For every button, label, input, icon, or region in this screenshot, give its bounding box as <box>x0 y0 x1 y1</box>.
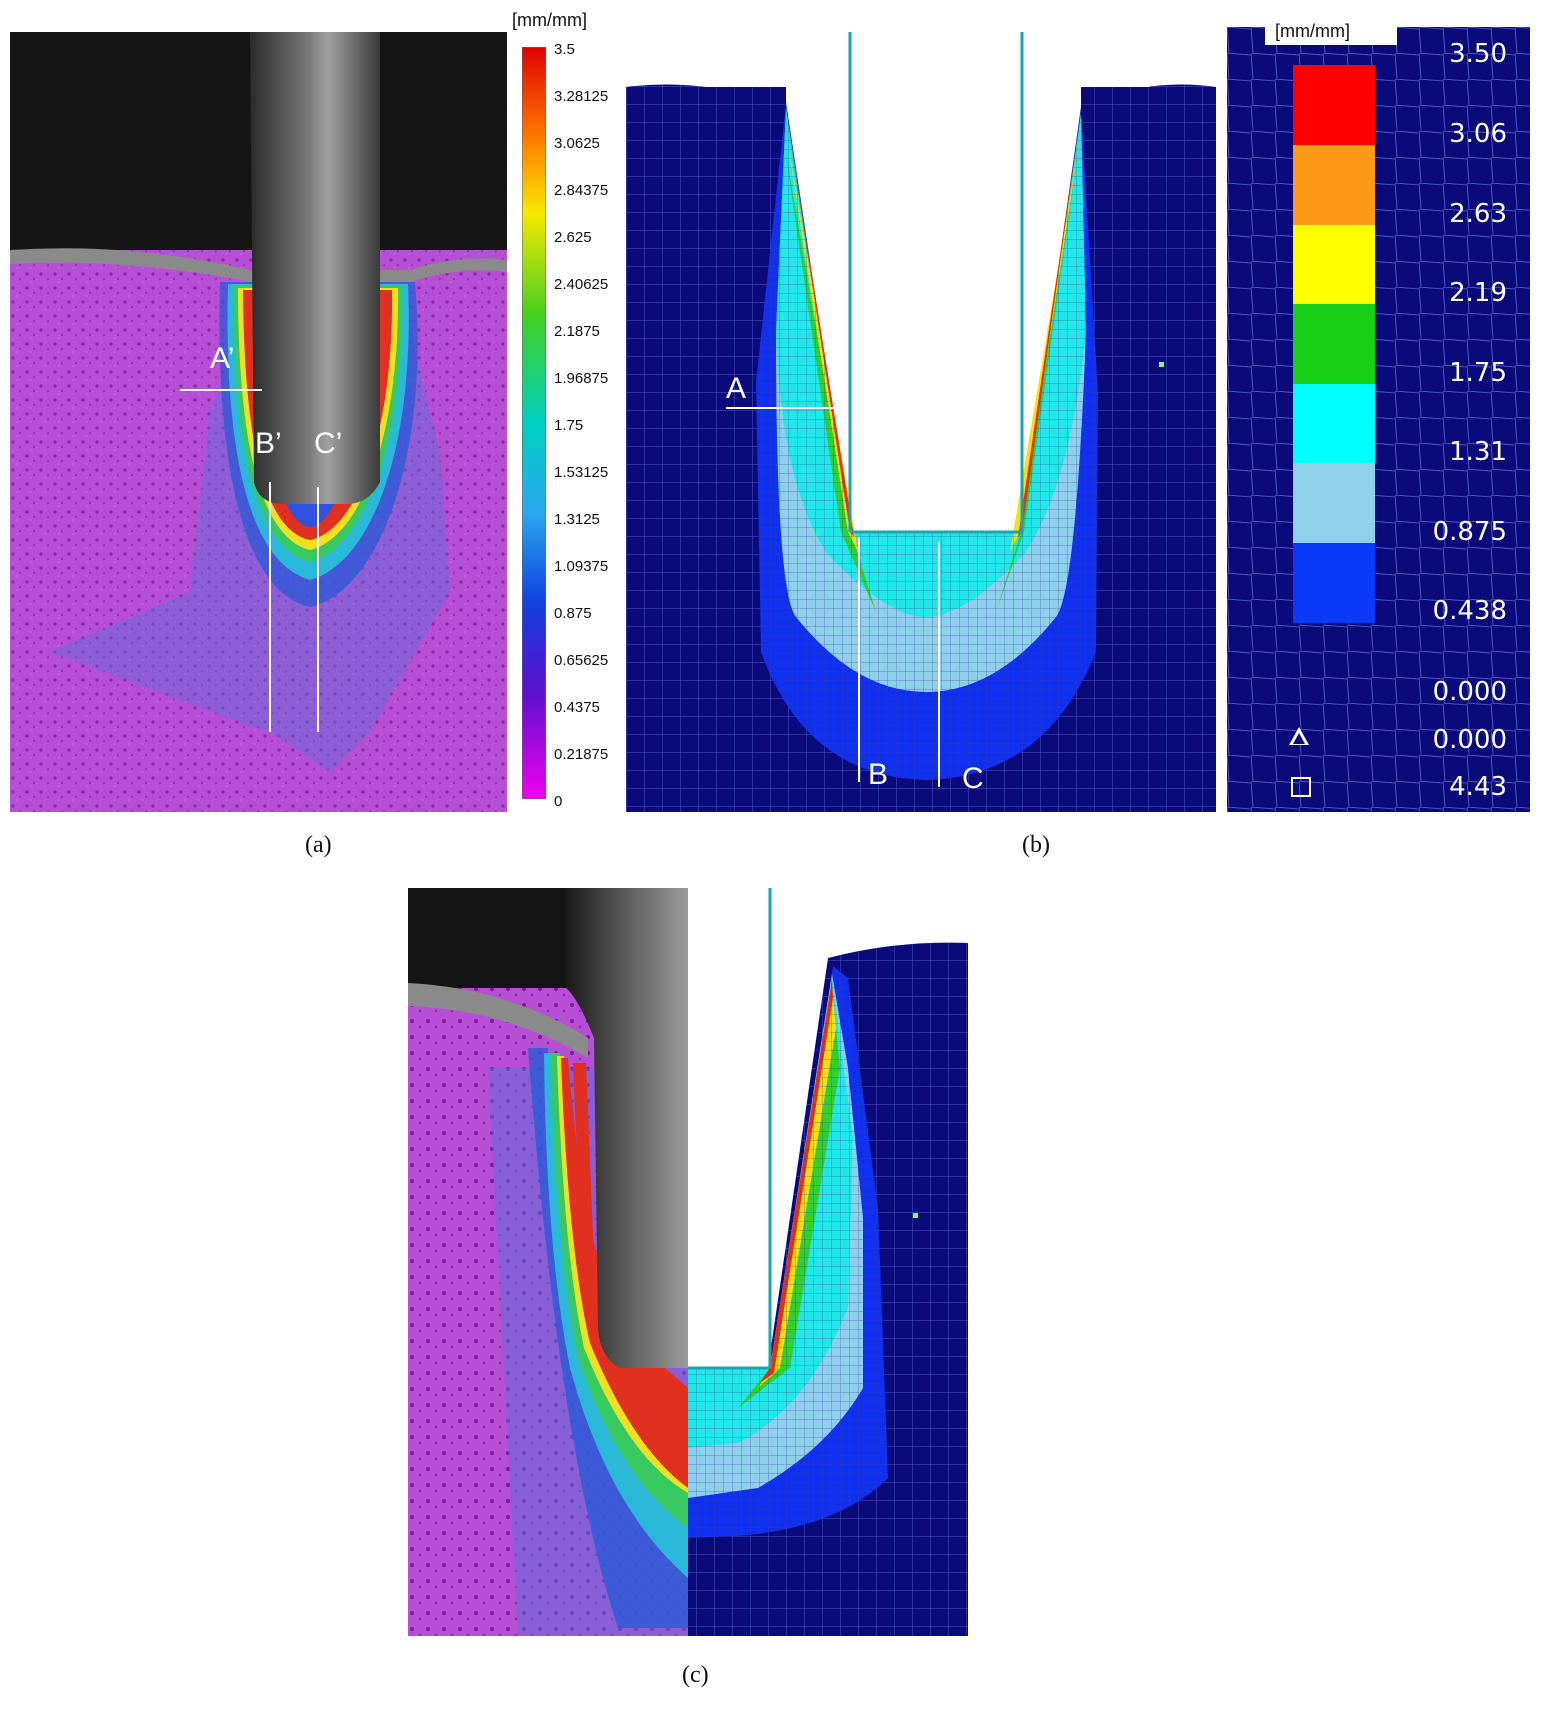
colorbar-a-tick: 1.53125 <box>554 464 609 481</box>
panel-b: A B C <box>626 32 1216 812</box>
colorbar-a-gradient <box>522 47 546 799</box>
legend-b-value: 1.31 <box>1449 437 1507 467</box>
colorbar-a-tick: 1.09375 <box>554 558 609 575</box>
legend-b-value: 0.438 <box>1432 596 1507 626</box>
colorbar-a-tick: 3.5 <box>554 41 575 58</box>
colorbar-a: [mm/mm] 3.5 3.28125 3.0625 2.84375 2.625 2.40… <box>510 10 620 810</box>
swatch-lightblue <box>1293 463 1375 543</box>
colorbar-a-tick: 1.75 <box>554 417 584 434</box>
colorbar-a-tick: 1.96875 <box>554 370 609 387</box>
colorbar-a-tick: 3.0625 <box>554 135 600 152</box>
legend-b-value: 3.50 <box>1449 39 1507 69</box>
legend-b-value: 1.75 <box>1449 358 1507 388</box>
legend-b-max-label: 4.43 <box>1449 772 1507 802</box>
fe-strain-map-b <box>626 32 1216 812</box>
legend-b-swatches <box>1293 65 1375 623</box>
legend-b-value: 0.000 <box>1432 677 1507 707</box>
caption-c: (c) <box>682 1662 709 1688</box>
colorbar-a-tick: 2.40625 <box>554 276 609 293</box>
legend-b-value: 2.19 <box>1449 278 1507 308</box>
marker-a: A <box>726 372 747 405</box>
panel-a: A’ B’ C’ <box>10 32 507 812</box>
swatch-green <box>1293 304 1375 384</box>
min-marker-triangle-inner <box>1293 733 1305 744</box>
colorbar-a-tick: 0.21875 <box>554 746 609 763</box>
swatch-yellow <box>1293 225 1375 304</box>
colorbar-a-unit: [mm/mm] <box>512 10 587 30</box>
caption-b: (b) <box>1022 832 1050 858</box>
colorbar-a-tick: 0 <box>554 793 563 810</box>
legend-b-mesh <box>1227 27 1530 812</box>
colorbar-a-tick: 2.84375 <box>554 182 609 199</box>
marker-b-prime: B’ <box>255 427 282 460</box>
colorbar-a-tick: 0.4375 <box>554 699 600 716</box>
marker-c: C <box>962 762 984 795</box>
legend-b: [mm/mm] 3.50 3.06 2.63 2.19 1.75 1.31 0.875 0.4… <box>1227 21 1530 812</box>
colorbar-a-tick: 2.625 <box>554 229 592 246</box>
swatch-cyan <box>1293 384 1375 463</box>
legend-b-min-label: 0.000 <box>1432 725 1507 755</box>
comparison-map-c <box>408 888 968 1636</box>
marker-c-prime: C’ <box>314 427 343 460</box>
swatch-orange <box>1293 145 1375 225</box>
colorbar-a-tick: 3.28125 <box>554 88 609 105</box>
colorbar-a-tick: 2.1875 <box>554 323 600 340</box>
caption-a: (a) <box>305 832 332 858</box>
colorbar-a-tick: 0.875 <box>554 605 592 622</box>
max-marker-square-icon <box>1291 777 1311 797</box>
legend-b-unit: [mm/mm] <box>1275 21 1350 41</box>
marker-a-prime: A’ <box>210 342 235 375</box>
legend-b-value: 0.875 <box>1432 517 1507 547</box>
marker-b: B <box>868 758 889 791</box>
colorbar-a-tick: 1.3125 <box>554 511 600 528</box>
swatch-red <box>1293 65 1375 145</box>
colorbar-a-tick: 0.65625 <box>554 652 609 669</box>
swatch-blue <box>1293 543 1375 623</box>
panel-c <box>408 888 968 1636</box>
legend-b-value: 3.06 <box>1449 119 1507 149</box>
dic-strain-map-a <box>10 32 507 812</box>
legend-b-unit-box <box>1265 27 1397 45</box>
legend-b-value: 2.63 <box>1449 199 1507 229</box>
